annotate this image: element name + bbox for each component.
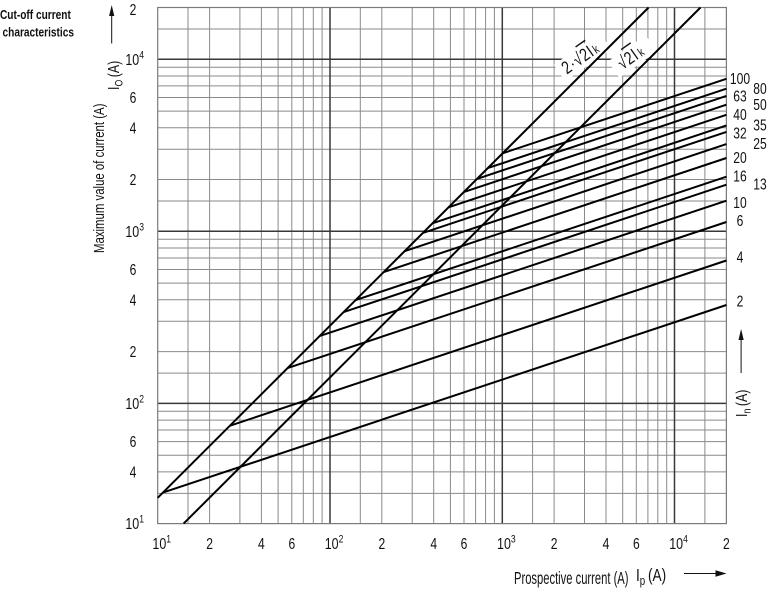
svg-text:2: 2: [130, 343, 137, 361]
svg-text:In (A): In (A): [733, 390, 754, 417]
svg-text:2: 2: [551, 535, 558, 553]
svg-text:Maximum value of current (A): Maximum value of current (A): [90, 104, 107, 253]
svg-text:Cut-off current: Cut-off current: [0, 8, 71, 22]
svg-text:2: 2: [130, 171, 137, 189]
svg-text:40: 40: [733, 106, 747, 124]
svg-text:6: 6: [633, 535, 640, 553]
svg-text:35: 35: [753, 116, 767, 134]
svg-text:4: 4: [258, 535, 265, 553]
svg-text:Prospective current (A): Prospective current (A): [514, 570, 629, 589]
svg-text:6: 6: [130, 261, 137, 279]
svg-text:IO (A): IO (A): [105, 61, 126, 90]
svg-text:2: 2: [378, 535, 385, 553]
svg-text:k: k: [636, 46, 648, 60]
svg-text:103: 103: [497, 534, 516, 554]
svg-text:6: 6: [737, 212, 744, 230]
svg-text:6: 6: [288, 535, 295, 553]
svg-text:characteristics: characteristics: [3, 25, 74, 39]
svg-text:6: 6: [130, 433, 137, 451]
svg-text:2: 2: [206, 535, 213, 553]
svg-text:102: 102: [325, 534, 344, 554]
svg-text:10: 10: [733, 193, 747, 211]
svg-text:2: 2: [737, 292, 744, 310]
svg-text:4: 4: [737, 248, 744, 266]
svg-text:80: 80: [753, 79, 767, 97]
svg-text:50: 50: [753, 96, 767, 114]
svg-text:104: 104: [669, 534, 688, 554]
svg-text:102: 102: [125, 394, 144, 414]
svg-text:101: 101: [125, 514, 144, 534]
svg-text:Ip (A): Ip (A): [636, 567, 666, 589]
svg-text:6: 6: [461, 535, 468, 553]
svg-text:4: 4: [603, 535, 610, 553]
svg-text:k: k: [590, 43, 602, 57]
svg-text:25: 25: [753, 135, 767, 153]
svg-text:16: 16: [733, 167, 747, 185]
svg-text:13: 13: [753, 175, 767, 193]
svg-text:2: 2: [723, 535, 730, 553]
svg-text:103: 103: [125, 221, 144, 241]
svg-text:4: 4: [130, 463, 137, 481]
svg-text:4: 4: [430, 535, 437, 553]
svg-text:20: 20: [733, 149, 747, 167]
svg-text:104: 104: [125, 49, 144, 69]
svg-text:63: 63: [733, 87, 747, 105]
svg-text:6: 6: [130, 89, 137, 107]
svg-text:101: 101: [152, 534, 171, 554]
svg-text:4: 4: [130, 119, 137, 137]
svg-text:100: 100: [730, 70, 750, 88]
svg-text:4: 4: [130, 291, 137, 309]
svg-text:32: 32: [733, 124, 747, 142]
svg-text:2: 2: [130, 0, 137, 18]
